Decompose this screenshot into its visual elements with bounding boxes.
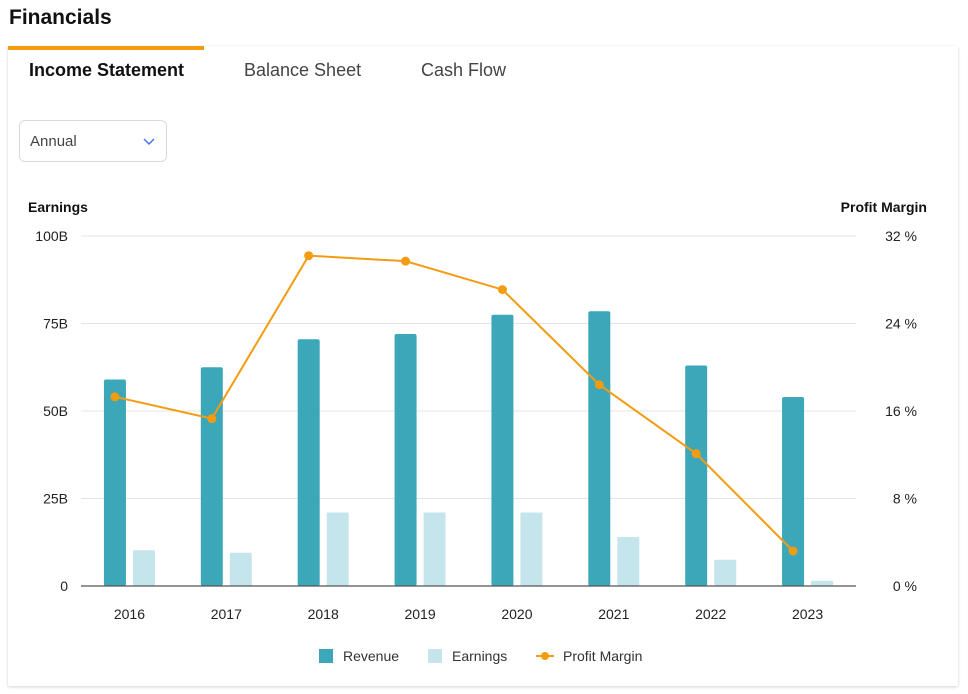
legend-swatch [319,649,333,663]
gridlines [81,235,856,499]
earnings-bar [714,559,737,586]
chevron-down-icon [143,138,155,146]
right-tick-label: 24 % [885,316,917,332]
legend-swatch [428,649,442,663]
x-tick-label: 2016 [114,606,145,622]
profit-margin-point [788,546,798,556]
x-tick-label: 2017 [211,606,242,622]
right-tick-label: 16 % [885,403,917,419]
profit-margin-series [110,251,798,556]
profit-margin-line [114,254,794,552]
left-tick-label: 0 [60,578,68,594]
legend-earnings[interactable]: Earnings [428,648,507,664]
earnings-bar [229,552,252,586]
financials-card: Income Statement Balance Sheet Cash Flow… [8,46,958,686]
x-tick-label: 2018 [308,606,339,622]
left-tick-label: 50B [43,403,68,419]
revenue-bar [588,311,611,586]
earnings-bar [520,512,543,586]
chart-legend: Revenue Earnings Profit Margin [319,648,642,664]
revenue-bar [685,365,708,586]
right-axis-title: Profit Margin [841,199,927,215]
x-tick-label: 2020 [501,606,532,622]
revenue-bar [103,379,126,586]
legend-profit-margin[interactable]: Profit Margin [536,648,642,664]
legend-label: Profit Margin [563,648,642,664]
profit-margin-point [207,414,217,424]
legend-label: Revenue [343,648,399,664]
revenue-bar [491,314,514,586]
earnings-bar [617,537,640,586]
period-select[interactable]: Annual [19,120,167,162]
profit-margin-point [691,449,701,459]
page-title: Financials [9,6,112,29]
right-tick-label: 0 % [893,578,917,594]
tab-income-statement[interactable]: Income Statement [29,60,185,80]
left-tick-label: 100B [35,228,68,244]
right-tick-label: 32 % [885,228,917,244]
profit-margin-point [401,256,411,266]
left-tick-label: 75B [43,316,68,332]
tab-cash-flow[interactable]: Cash Flow [421,60,507,80]
profit-margin-point [594,380,604,390]
revenue-bar [297,339,320,586]
left-tick-label: 25B [43,491,68,507]
x-tick-label: 2022 [695,606,726,622]
revenue-bar [394,334,417,586]
legend-marker [541,652,549,660]
earnings-bar [326,512,349,586]
x-tick-label: 2021 [598,606,629,622]
earnings-bar [811,580,834,586]
legend-revenue[interactable]: Revenue [319,648,399,664]
x-axis-ticks: 2016 2017 2018 2019 2020 2021 2022 2023 [114,606,823,622]
right-axis-ticks: 0 % 8 % 16 % 24 % 32 % [885,228,917,594]
x-tick-label: 2023 [792,606,823,622]
legend-label: Earnings [452,648,507,664]
right-tick-label: 8 % [893,491,917,507]
x-tick-label: 2019 [404,606,435,622]
left-axis-title: Earnings [28,199,88,215]
revenue-bar [782,397,805,586]
earnings-bar [423,512,446,586]
active-tab-indicator [8,46,204,50]
profit-margin-point [110,392,120,402]
left-axis-ticks: 0 25B 50B 75B 100B [35,228,68,594]
bar-series [103,311,834,586]
financials-chart: Earnings Profit Margin 0 25B 50B 75B 100B 0 … [28,199,927,664]
tab-balance-sheet[interactable]: Balance Sheet [244,60,362,80]
period-select-value: Annual [30,133,77,150]
earnings-bar [132,550,155,586]
profit-margin-point [497,285,507,295]
profit-margin-point [304,251,314,261]
revenue-bar [200,367,223,586]
